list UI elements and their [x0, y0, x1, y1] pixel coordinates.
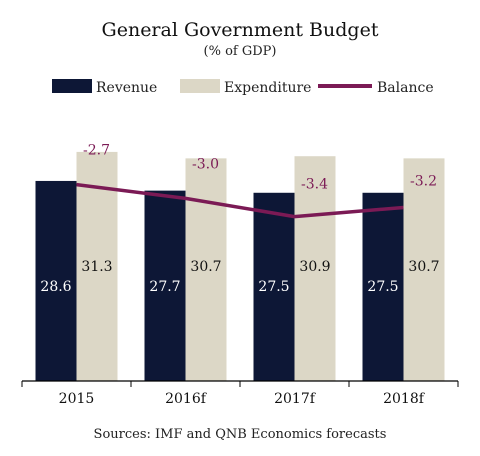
bar-expenditure-2018f	[403, 158, 445, 381]
data-label-expenditure-2015: 31.3	[81, 259, 112, 275]
data-label-revenue-2017f: 27.5	[258, 279, 289, 295]
data-label-balance-2017f: -3.4	[301, 177, 328, 193]
bar-revenue-2016f	[144, 190, 186, 381]
data-label-expenditure-2018f: 30.7	[408, 259, 439, 275]
data-label-expenditure-2017f: 30.9	[299, 259, 330, 275]
balance-line	[76, 182, 404, 219]
data-label-balance-2018f: -3.2	[410, 173, 437, 189]
data-label-expenditure-2016f: 30.7	[190, 259, 221, 275]
data-label-revenue-2018f: 27.5	[367, 279, 398, 295]
chart-source: Sources: IMF and QNB Economics forecasts	[94, 427, 387, 442]
x-tick-label-2018f: 2018f	[383, 391, 426, 407]
bar-expenditure-2016f	[185, 158, 227, 381]
x-tick-label-2016f: 2016f	[165, 391, 208, 407]
legend-label-expenditure: Expenditure	[224, 80, 311, 96]
x-tick-label-2015: 2015	[59, 391, 95, 407]
chart-title: General Government Budget	[102, 19, 379, 41]
bar-revenue-2017f	[253, 192, 295, 381]
bar-expenditure-2017f	[294, 156, 336, 381]
plot-area: 28.6 31.3 2015 -2.7 27.7 30.7 2016f -3.0 27.5 30.…	[21, 143, 459, 407]
chart-subtitle: (% of GDP)	[204, 44, 277, 59]
data-label-revenue-2015: 28.6	[40, 279, 71, 295]
x-tick-label-2017f: 2017f	[274, 391, 317, 407]
legend-swatch-revenue	[52, 79, 92, 93]
data-label-revenue-2016f: 27.7	[149, 279, 180, 295]
legend-label-revenue: Revenue	[96, 80, 157, 96]
bar-revenue-2015	[35, 180, 77, 381]
data-label-balance-2015: -2.7	[83, 143, 110, 159]
chart-legend: Revenue Expenditure Balance	[52, 79, 434, 96]
bar-revenue-2018f	[362, 192, 404, 381]
data-label-balance-2016f: -3.0	[192, 156, 219, 172]
legend-label-balance: Balance	[377, 80, 434, 96]
legend-swatch-expenditure	[180, 79, 220, 93]
